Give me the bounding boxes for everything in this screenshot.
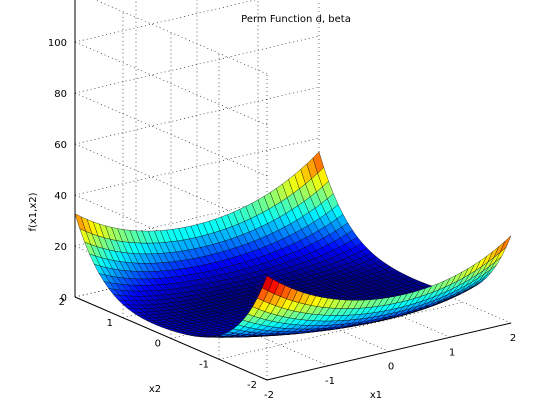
y-tick-label: 0 xyxy=(155,339,161,350)
x-axis-line xyxy=(266,322,512,381)
z-tick-label: 100 xyxy=(48,38,67,49)
surface-patch xyxy=(499,235,512,253)
wall-gridline-z xyxy=(74,143,268,228)
wall-gridline-z xyxy=(74,35,320,94)
wall-gridline-z xyxy=(74,86,320,145)
wall-gridline-z xyxy=(74,137,320,196)
y-tick-label: -1 xyxy=(199,359,209,370)
z-tick-label: 60 xyxy=(54,140,67,151)
z-axis-label: f(x1,x2) xyxy=(28,192,39,231)
x-axis-label: x1 xyxy=(370,390,382,401)
surface-mesh xyxy=(74,151,512,338)
y-axis-line xyxy=(74,296,268,381)
wall-gridline-z xyxy=(74,41,268,126)
x-tick-label: 2 xyxy=(510,333,516,344)
x-tick-label: 0 xyxy=(388,362,394,373)
chart-title: Perm Function d, beta xyxy=(241,14,351,25)
z-tick-label: 80 xyxy=(54,89,67,100)
z-tick-label: 20 xyxy=(54,242,67,253)
y-axis-label: x2 xyxy=(149,384,161,395)
z-tick-label: 40 xyxy=(54,191,67,202)
wall-gridline-z xyxy=(95,0,268,75)
floor-gridline-y xyxy=(218,301,464,360)
y-tick-label: 2 xyxy=(59,297,65,308)
z-tick-label: 0 xyxy=(61,293,67,304)
y-tick-label: -2 xyxy=(247,380,257,391)
y-tick-label: 1 xyxy=(107,318,113,329)
x-tick-label: 1 xyxy=(449,347,455,358)
axes xyxy=(74,0,512,381)
x-tick-label: -2 xyxy=(264,390,274,401)
x-tick-label: -1 xyxy=(325,376,335,387)
wall-gridline-z xyxy=(74,92,268,177)
